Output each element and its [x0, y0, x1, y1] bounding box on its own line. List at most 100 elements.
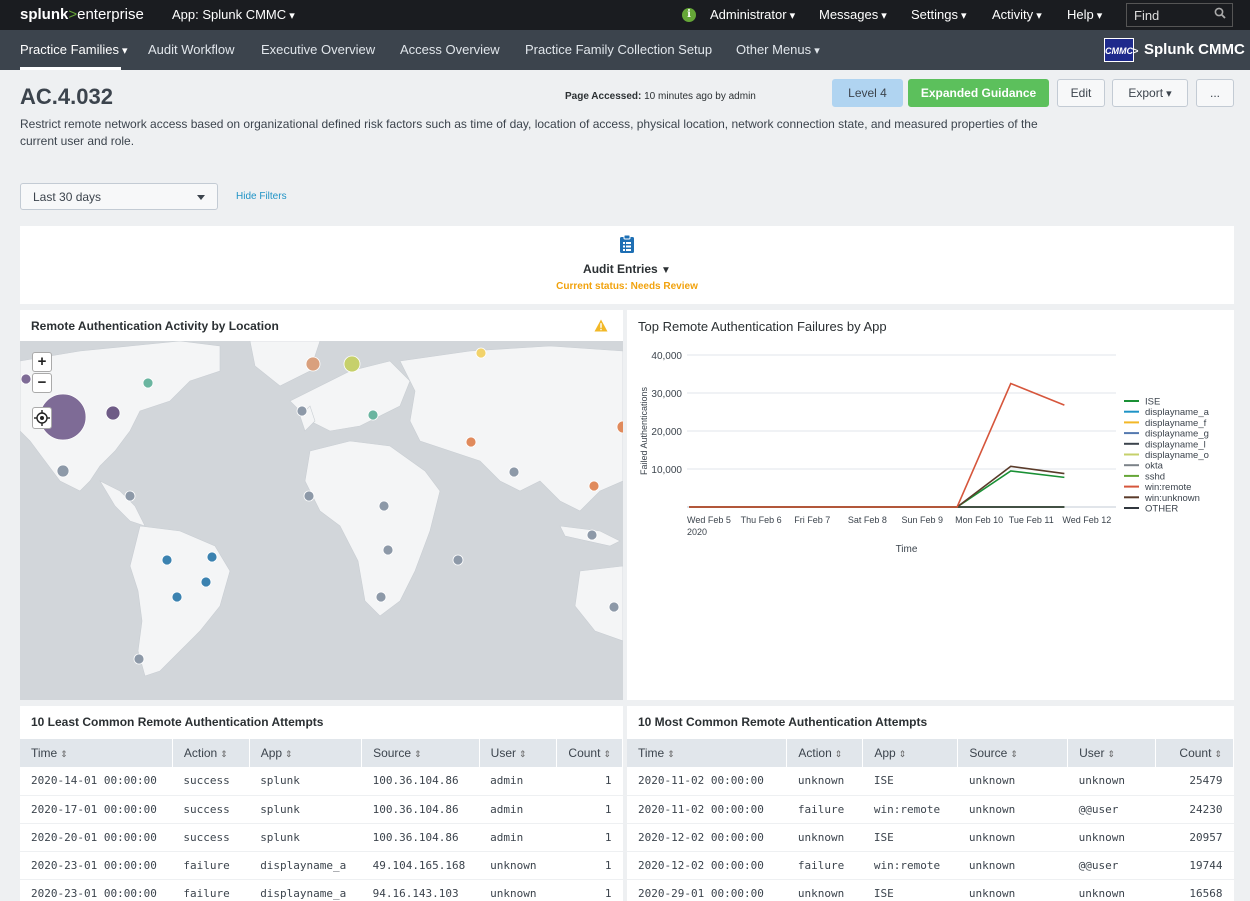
- info-icon[interactable]: i: [682, 8, 696, 22]
- nav-collection-setup[interactable]: Practice Family Collection Setup: [525, 42, 713, 57]
- sort-icon[interactable]: ⇕: [220, 749, 228, 759]
- column-header-count[interactable]: Count ⇕: [1155, 739, 1234, 767]
- zoom-in-button[interactable]: +: [32, 352, 52, 372]
- sort-icon[interactable]: ⇕: [667, 749, 675, 759]
- table-cell-app: splunk: [249, 823, 362, 852]
- map-marker: [133, 653, 145, 665]
- table-row[interactable]: 2020-12-02 00:00:00 failure win:remote unkn…: [627, 851, 1234, 880]
- column-header-action[interactable]: Action ⇕: [172, 739, 250, 767]
- table-cell-time: 2020-12-02 00:00:00: [627, 823, 787, 852]
- table-row[interactable]: 2020-23-01 00:00:00 failure displayname_a 4…: [20, 851, 623, 880]
- column-header-time[interactable]: Time ⇕: [627, 739, 788, 767]
- table-row[interactable]: 2020-11-02 00:00:00 unknown ISE unknown unkn…: [627, 767, 1234, 796]
- column-header-source[interactable]: Source ⇕: [957, 739, 1069, 767]
- sort-icon[interactable]: ⇕: [519, 749, 527, 759]
- audit-entries-toggle[interactable]: Audit Entries ▼: [20, 262, 1234, 276]
- table-cell-action: failure: [786, 851, 863, 880]
- table-row[interactable]: 2020-29-01 00:00:00 unknown ISE unknown unkn…: [627, 879, 1234, 901]
- table-row[interactable]: 2020-23-01 00:00:00 failure displayname_a 9…: [20, 879, 623, 901]
- nav-access-overview[interactable]: Access Overview: [400, 42, 500, 57]
- sort-icon[interactable]: ⇕: [285, 749, 293, 759]
- table-row[interactable]: 2020-17-01 00:00:00 success splunk 100.36.1…: [20, 795, 623, 824]
- column-header-label: Source: [969, 746, 1008, 760]
- sort-icon[interactable]: ⇕: [1010, 749, 1018, 759]
- map-marker: [161, 554, 173, 566]
- nav-executive-overview[interactable]: Executive Overview: [261, 42, 376, 57]
- table-row[interactable]: 2020-14-01 00:00:00 success splunk 100.36.1…: [20, 767, 623, 796]
- x-tick-label: Tue Feb 11: [1009, 515, 1054, 525]
- most-common-table-panel: 10 Most Common Remote Authentication Att…: [627, 706, 1234, 901]
- column-header-label: Action: [798, 746, 832, 760]
- activity-menu[interactable]: Activity: [992, 7, 1042, 22]
- sort-icon[interactable]: ⇕: [834, 749, 843, 759]
- warning-icon[interactable]: [594, 319, 608, 332]
- export-button[interactable]: Export: [1112, 79, 1188, 107]
- table-cell-user: unknown: [479, 851, 557, 880]
- asia-land: [399, 345, 623, 512]
- table-row[interactable]: 2020-11-02 00:00:00 failure win:remote unkn…: [627, 795, 1234, 824]
- administrator-menu[interactable]: Administrator: [710, 7, 795, 22]
- edit-button[interactable]: Edit: [1057, 79, 1105, 107]
- legend-label: okta: [1145, 461, 1164, 472]
- column-header-label: Source: [373, 746, 412, 760]
- legend-label: win:unknown: [1144, 493, 1200, 504]
- nav-audit-workflow[interactable]: Audit Workflow: [148, 42, 235, 57]
- legend-label: displayname_a: [1145, 407, 1210, 418]
- table-row[interactable]: 2020-20-01 00:00:00 success splunk 100.36.1…: [20, 823, 623, 852]
- world-map-canvas: [20, 341, 623, 677]
- least-common-table: Time ⇕ Action ⇕ App ⇕ Source ⇕ User ⇕ Count ⇕ 2020-1…: [20, 739, 623, 901]
- sort-icon[interactable]: ⇕: [603, 749, 611, 759]
- table-cell-app: win:remote: [862, 795, 958, 824]
- zoom-out-button[interactable]: −: [32, 373, 52, 393]
- table-cell-count: 1: [556, 879, 623, 901]
- splunk-logo[interactable]: splunk>enterprise: [20, 6, 144, 23]
- table-cell-source: 94.16.143.103: [361, 879, 480, 901]
- map-marker: [608, 601, 620, 613]
- central-america-land: [99, 480, 146, 527]
- map-marker: [296, 405, 308, 417]
- map-marker: [303, 490, 315, 502]
- table-row[interactable]: 2020-12-02 00:00:00 unknown ISE unknown unkn…: [627, 823, 1234, 852]
- map-marker: [616, 420, 623, 434]
- time-range-picker[interactable]: Last 30 days: [20, 183, 218, 210]
- crosshair-icon: [34, 410, 50, 426]
- app-menu[interactable]: App: Splunk CMMC: [172, 7, 295, 22]
- table-cell-app: ISE: [862, 767, 958, 796]
- europe-land: [289, 360, 411, 432]
- column-header-user[interactable]: User ⇕: [1067, 739, 1157, 767]
- x-tick-label: Sat Feb 8: [848, 515, 887, 525]
- line-chart[interactable]: 40,000 30,000 20,000 10,000 Wed Feb 5 Thu Feb…: [627, 310, 1234, 700]
- column-header-action[interactable]: Action ⇕: [786, 739, 864, 767]
- map-marker: [142, 377, 154, 389]
- world-map[interactable]: + −: [20, 341, 623, 700]
- hide-filters-link[interactable]: Hide Filters: [236, 191, 287, 202]
- nav-other-menus[interactable]: Other Menus: [736, 42, 820, 57]
- column-header-app[interactable]: App ⇕: [249, 739, 363, 767]
- messages-menu[interactable]: Messages: [819, 7, 887, 22]
- locate-button[interactable]: [32, 407, 52, 429]
- find-input[interactable]: Find: [1126, 3, 1233, 27]
- chevron-down-icon: ▼: [661, 265, 671, 276]
- nav-practice-families[interactable]: Practice Families: [20, 42, 128, 57]
- more-button[interactable]: ...: [1196, 79, 1234, 107]
- sort-icon[interactable]: ⇕: [1107, 749, 1116, 759]
- north-america-land: [20, 341, 221, 492]
- sort-icon[interactable]: ⇕: [60, 749, 68, 759]
- help-menu[interactable]: Help: [1067, 7, 1102, 22]
- map-marker: [375, 591, 387, 603]
- expanded-guidance-button[interactable]: Expanded Guidance: [908, 79, 1049, 107]
- level-badge[interactable]: Level 4: [832, 79, 903, 107]
- y-tick-label: 10,000: [651, 465, 682, 476]
- column-header-count[interactable]: Count ⇕: [556, 739, 623, 767]
- column-header-time[interactable]: Time ⇕: [20, 739, 173, 767]
- series-line-ise: [689, 470, 1065, 508]
- search-icon[interactable]: [1214, 7, 1226, 19]
- column-header-app[interactable]: App ⇕: [862, 739, 959, 767]
- legend-label: displayname_f: [1145, 418, 1207, 429]
- column-header-user[interactable]: User ⇕: [479, 739, 558, 767]
- column-header-source[interactable]: Source ⇕: [361, 739, 480, 767]
- sort-icon[interactable]: ⇕: [1214, 749, 1222, 759]
- sort-icon[interactable]: ⇕: [898, 749, 907, 759]
- sort-icon[interactable]: ⇕: [414, 749, 422, 759]
- settings-menu[interactable]: Settings: [911, 7, 967, 22]
